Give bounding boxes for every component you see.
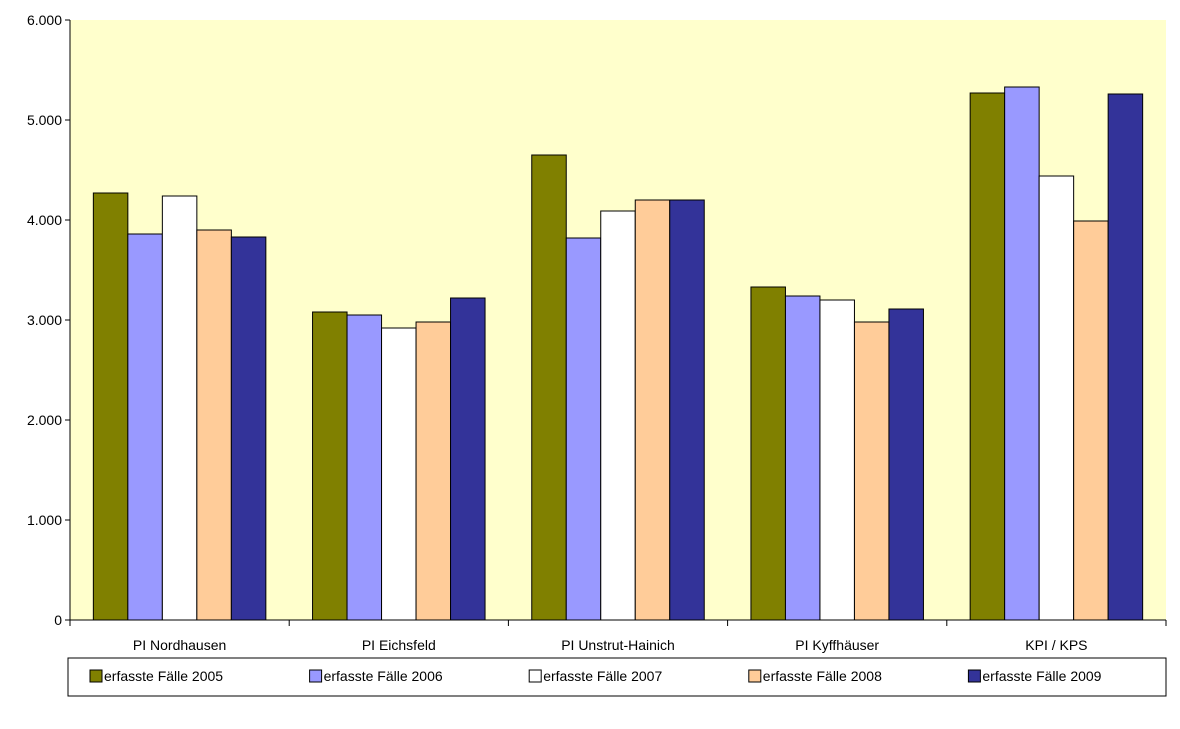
bar-1-1 [92, 192, 129, 621]
legend-label-1: erfasste Fälle 2005 [104, 668, 223, 684]
bar-5-4 [1073, 220, 1109, 621]
legend-box [67, 657, 1167, 697]
x-tick-label: PI Unstrut-Hainich [561, 637, 675, 653]
x-tick-label: KPI / KPS [1025, 637, 1087, 653]
bar-2-4 [415, 321, 452, 621]
y-tick-label: 4.000 [27, 212, 62, 228]
y-tick-label: 2.000 [27, 412, 62, 428]
legend-label-4: erfasste Fälle 2008 [763, 668, 882, 684]
bar-3-2 [565, 237, 602, 621]
bar-1-2 [127, 233, 163, 621]
bar-4-4 [853, 321, 890, 621]
bar-4-2 [784, 295, 821, 621]
bar-3-5 [669, 199, 705, 621]
legend-label-2: erfasste Fälle 2006 [324, 668, 443, 684]
legend-label-3: erfasste Fälle 2007 [543, 668, 662, 684]
bar-5-5 [1107, 93, 1144, 621]
x-tick-label: PI Eichsfeld [362, 637, 436, 653]
bar-2-3 [381, 327, 417, 621]
legend-swatch-2 [309, 669, 323, 683]
bar-2-1 [312, 311, 348, 621]
bar-4-5 [888, 308, 924, 621]
bar-2-5 [450, 297, 486, 621]
bar-1-5 [230, 236, 267, 621]
legend-swatch-5 [967, 669, 981, 683]
legend-swatch-1 [89, 669, 103, 683]
bar-5-2 [1004, 86, 1040, 621]
x-tick-label: PI Nordhausen [133, 637, 226, 653]
bar-3-3 [600, 210, 636, 621]
y-tick-label: 0 [54, 612, 62, 628]
legend-label-5: erfasste Fälle 2009 [982, 668, 1101, 684]
bar-1-4 [196, 229, 232, 621]
bar-4-1 [750, 286, 786, 621]
y-tick-label: 1.000 [27, 512, 62, 528]
y-tick-label: 6.000 [27, 12, 62, 28]
bars-group [92, 86, 1144, 621]
bar-1-3 [161, 195, 198, 621]
bar-5-3 [1038, 175, 1075, 621]
bar-5-1 [969, 92, 1006, 621]
y-tick-label: 5.000 [27, 112, 62, 128]
bar-3-1 [531, 154, 567, 621]
legend-swatch-3 [528, 669, 542, 683]
y-tick-label: 3.000 [27, 312, 62, 328]
bar-4-3 [819, 299, 855, 621]
legend: erfasste Fälle 2005 erfasste Fälle 2006 er… [67, 657, 1167, 697]
bar-2-2 [346, 314, 383, 621]
bar-3-4 [634, 199, 671, 621]
axes-group: 0 1.000 2.000 3.000 4.000 5.000 6.000 PI Nordha… [27, 12, 1167, 653]
x-tick-label: PI Kyffhäuser [795, 637, 879, 653]
legend-swatch-4 [748, 669, 762, 683]
